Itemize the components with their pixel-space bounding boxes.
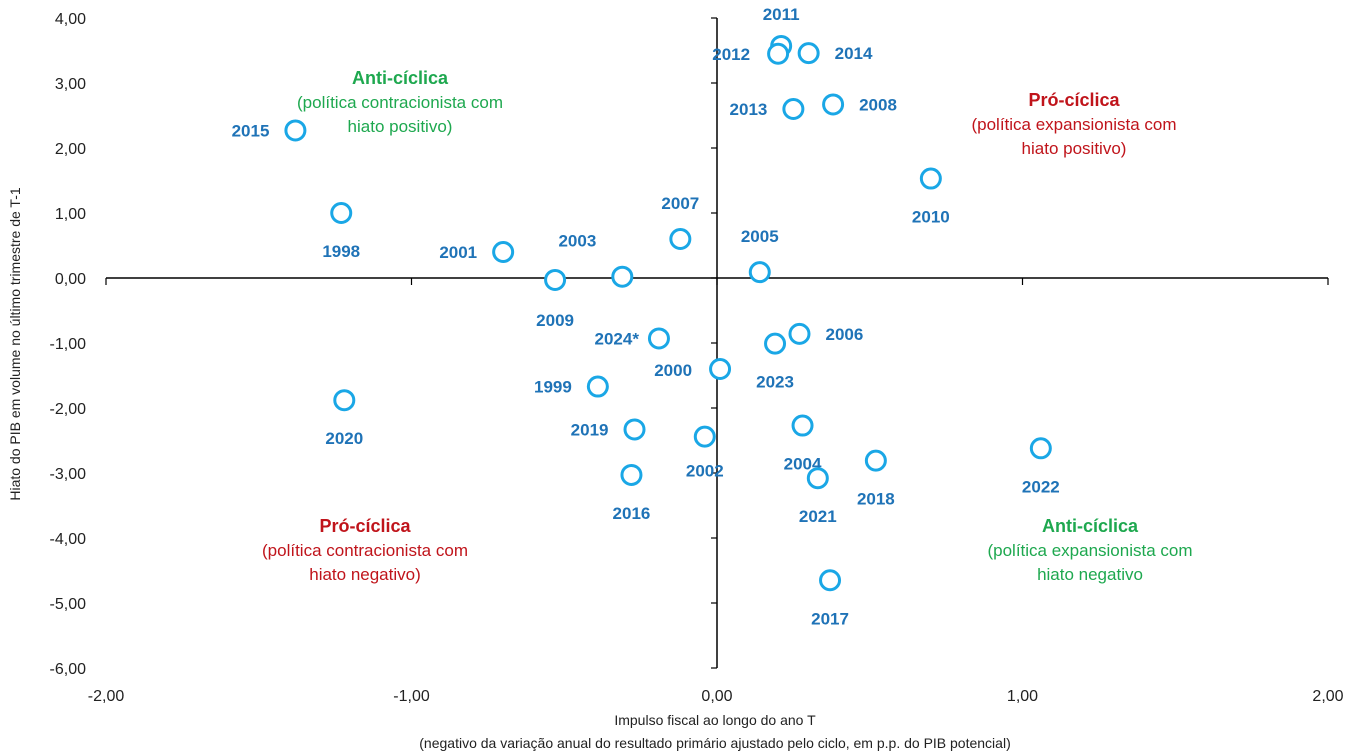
data-point-1998 xyxy=(332,204,351,223)
y-tick-label: 1,00 xyxy=(55,206,86,223)
data-point-2022 xyxy=(1031,439,1050,458)
data-point-2024 xyxy=(649,329,668,348)
data-label: 2000 xyxy=(654,361,692,380)
data-label: 2008 xyxy=(859,95,897,114)
data-point-2014 xyxy=(799,44,818,63)
data-point-2000 xyxy=(711,360,730,379)
data-point-2007 xyxy=(671,230,690,249)
data-label: 2006 xyxy=(825,325,863,344)
data-point-2018 xyxy=(866,451,885,470)
data-label: 2011 xyxy=(763,5,800,24)
data-label: 2013 xyxy=(730,100,768,119)
data-point-2002 xyxy=(695,427,714,446)
data-point-2008 xyxy=(824,95,843,114)
x-tick-label: 1,00 xyxy=(1007,688,1038,705)
data-label: 2016 xyxy=(613,504,651,523)
data-point-2021 xyxy=(808,469,827,488)
data-point-2009 xyxy=(546,270,565,289)
quadrant-desc-line1: (política contracionista com xyxy=(297,93,503,112)
y-tick-label: -3,00 xyxy=(50,466,87,483)
data-point-2003 xyxy=(613,267,632,286)
y-tick-label: -2,00 xyxy=(50,401,87,418)
data-label: 2023 xyxy=(756,373,794,392)
quadrant-desc-line2: hiato positivo) xyxy=(348,117,453,136)
data-label: 2002 xyxy=(686,462,724,481)
y-axis-title: Hiato do PIB em volume no último trimest… xyxy=(7,187,23,501)
data-label: 1998 xyxy=(322,242,360,261)
x-tick-label: -1,00 xyxy=(393,688,430,705)
data-point-2020 xyxy=(335,391,354,410)
quadrant-desc-line2: hiato negativo) xyxy=(309,565,421,584)
data-label: 1999 xyxy=(534,378,572,397)
x-tick-label: 0,00 xyxy=(701,688,732,705)
data-label: 2022 xyxy=(1022,477,1060,496)
data-label: 2014 xyxy=(835,44,873,63)
data-point-1999 xyxy=(588,377,607,396)
data-label: 2019 xyxy=(571,420,609,439)
quadrant-desc-line1: (política expansionista com xyxy=(971,115,1176,134)
quadrant-title: Anti-cíclica xyxy=(352,68,449,88)
quadrant-title: Anti-cíclica xyxy=(1042,516,1139,536)
data-label: 2001 xyxy=(439,243,477,262)
quadrant-lower-right: Anti-cíclica (política expansionista com h… xyxy=(987,516,1192,584)
x-axis-subtitle: (negativo da variação anual do resultado… xyxy=(419,735,1010,751)
data-point-2013 xyxy=(784,100,803,119)
y-tick-label: 3,00 xyxy=(55,76,86,93)
data-label: 2003 xyxy=(558,232,596,251)
data-point-2010 xyxy=(921,169,940,188)
x-tick-label: 2,00 xyxy=(1312,688,1343,705)
x-axis-title: Impulso fiscal ao longo do ano T xyxy=(614,712,816,728)
y-tick-label: -5,00 xyxy=(50,596,87,613)
data-label: 2018 xyxy=(857,490,895,509)
data-label: 2012 xyxy=(712,45,750,64)
data-label: 2021 xyxy=(799,507,837,526)
data-label: 2015 xyxy=(232,121,270,140)
data-point-2019 xyxy=(625,420,644,439)
data-label: 2024* xyxy=(595,329,640,348)
data-point-2004 xyxy=(793,416,812,435)
quadrant-title: Pró-cíclica xyxy=(1028,90,1120,110)
data-point-2015 xyxy=(286,121,305,140)
data-point-2001 xyxy=(494,243,513,262)
data-point-2005 xyxy=(750,263,769,282)
data-label: 2009 xyxy=(536,311,574,330)
y-tick-label: -4,00 xyxy=(50,531,87,548)
quadrant-desc-line1: (política expansionista com xyxy=(987,541,1192,560)
quadrant-title: Pró-cíclica xyxy=(319,516,411,536)
quadrant-upper-right: Pró-cíclica (política expansionista com hi… xyxy=(971,90,1176,158)
quadrant-annotations: Anti-cíclica (política contracionista com… xyxy=(262,68,1193,584)
data-label: 2017 xyxy=(811,609,849,628)
data-point-2017 xyxy=(821,571,840,590)
y-tick-label: 4,00 xyxy=(55,11,86,28)
quadrant-upper-left: Anti-cíclica (política contracionista com… xyxy=(297,68,503,136)
data-point-2023 xyxy=(766,334,785,353)
data-label: 2005 xyxy=(741,227,779,246)
y-tick-label: -1,00 xyxy=(50,336,87,353)
quadrant-desc-line1: (política contracionista com xyxy=(262,541,468,560)
quadrant-desc-line2: hiato negativo xyxy=(1037,565,1143,584)
y-tick-label: 0,00 xyxy=(55,271,86,288)
data-point-2016 xyxy=(622,465,641,484)
quadrant-lower-left: Pró-cíclica (política contracionista com h… xyxy=(262,516,468,584)
x-tick-label: -2,00 xyxy=(88,688,125,705)
quadrant-desc-line2: hiato positivo) xyxy=(1022,139,1127,158)
data-label: 2020 xyxy=(325,429,363,448)
y-tick-label: -6,00 xyxy=(50,661,87,678)
data-point-2006 xyxy=(790,324,809,343)
data-label: 2010 xyxy=(912,208,950,227)
data-label: 2007 xyxy=(661,194,699,213)
y-tick-label: 2,00 xyxy=(55,141,86,158)
data-point-2012 xyxy=(769,44,788,63)
